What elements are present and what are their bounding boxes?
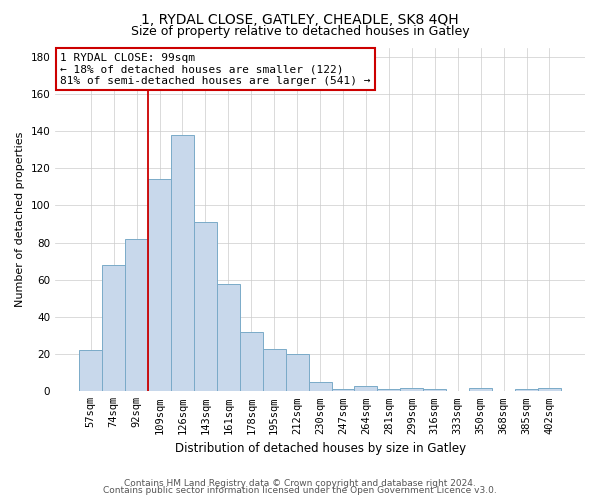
Bar bbox=[79, 350, 102, 392]
Bar bbox=[515, 390, 538, 392]
Bar bbox=[286, 354, 308, 392]
Y-axis label: Number of detached properties: Number of detached properties bbox=[15, 132, 25, 307]
Bar bbox=[194, 222, 217, 392]
Text: 1 RYDAL CLOSE: 99sqm
← 18% of detached houses are smaller (122)
81% of semi-deta: 1 RYDAL CLOSE: 99sqm ← 18% of detached h… bbox=[61, 52, 371, 86]
Bar bbox=[469, 388, 492, 392]
Bar bbox=[423, 390, 446, 392]
Text: Contains HM Land Registry data © Crown copyright and database right 2024.: Contains HM Land Registry data © Crown c… bbox=[124, 478, 476, 488]
Bar bbox=[332, 390, 355, 392]
Bar bbox=[240, 332, 263, 392]
Bar bbox=[102, 265, 125, 392]
Bar bbox=[308, 382, 332, 392]
Bar bbox=[263, 348, 286, 392]
Bar bbox=[538, 388, 561, 392]
Bar bbox=[217, 284, 240, 392]
X-axis label: Distribution of detached houses by size in Gatley: Distribution of detached houses by size … bbox=[175, 442, 466, 455]
Bar bbox=[125, 239, 148, 392]
Text: 1, RYDAL CLOSE, GATLEY, CHEADLE, SK8 4QH: 1, RYDAL CLOSE, GATLEY, CHEADLE, SK8 4QH bbox=[141, 12, 459, 26]
Text: Contains public sector information licensed under the Open Government Licence v3: Contains public sector information licen… bbox=[103, 486, 497, 495]
Bar bbox=[171, 135, 194, 392]
Bar bbox=[148, 180, 171, 392]
Bar bbox=[377, 390, 400, 392]
Bar bbox=[355, 386, 377, 392]
Bar bbox=[400, 388, 423, 392]
Text: Size of property relative to detached houses in Gatley: Size of property relative to detached ho… bbox=[131, 25, 469, 38]
